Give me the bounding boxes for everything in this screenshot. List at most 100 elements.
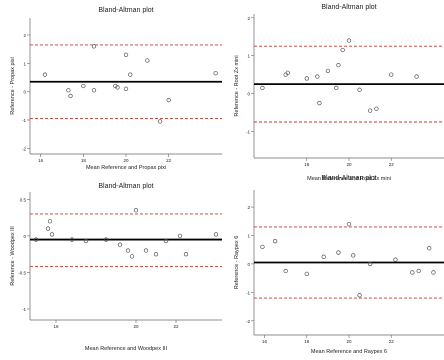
y-tick-label: 0 [247, 262, 250, 267]
data-point [83, 238, 89, 244]
data-point [213, 232, 219, 237]
chart-title: Bland-Altman plot [321, 4, 376, 11]
data-point [285, 70, 290, 75]
data-point [393, 257, 398, 262]
data-point [125, 248, 131, 253]
data-point [346, 38, 352, 43]
x-axis-label: Mean Reference and Woodpex III [85, 346, 168, 352]
data-point [317, 100, 322, 106]
chart-title: Bland-Altman plot [98, 183, 153, 190]
chart-panel-3: Bland-Altman plot -1 -0.5 0 0.5 16 20 22 Mean Re… [10, 183, 222, 352]
data-point [123, 86, 129, 91]
x-tick-label: 16 [38, 158, 44, 163]
y-tick-label: 0 [23, 90, 26, 95]
data-point [416, 268, 421, 274]
data-point [340, 47, 345, 53]
x-axis-label: Mean Reference and Raypex 6 [311, 349, 387, 355]
data-point [47, 219, 53, 224]
x-tick-label: 22 [173, 324, 179, 329]
data-point [91, 88, 97, 93]
y-tick-label: -1 [22, 307, 26, 312]
y-tick-label: -0.5 [18, 270, 26, 275]
x-tick-label: 18 [304, 339, 310, 344]
data-point [336, 63, 341, 68]
y-tick-label: 2 [247, 205, 250, 210]
y-tick-label: -2 [22, 146, 26, 151]
data-point [123, 52, 129, 57]
y-tick-label: -1 [22, 118, 26, 123]
y-tick-label: 0 [23, 234, 26, 239]
x-tick-label: 20 [346, 162, 352, 167]
data-point [304, 271, 309, 277]
y-axis-label: Reference - Root Zx mini [234, 55, 240, 116]
data-point [42, 72, 48, 77]
data-point [66, 88, 71, 93]
data-point [69, 237, 75, 242]
data-point [351, 253, 356, 258]
data-point [374, 106, 379, 111]
data-point [389, 72, 394, 77]
x-axis-label: Mean Reference and Propax pixi [86, 165, 166, 171]
y-tick-label: 1 [247, 233, 250, 238]
data-point [334, 85, 339, 91]
data-point [346, 221, 352, 227]
data-point [367, 261, 373, 267]
data-point [143, 248, 149, 253]
data-point [153, 252, 159, 257]
data-point [260, 85, 265, 91]
y-tick-label: 1 [23, 61, 26, 66]
data-point [45, 226, 51, 231]
data-point [325, 68, 331, 73]
x-tick-label: 20 [133, 324, 139, 329]
chart-title: Bland-Altman plot [98, 7, 153, 14]
data-point [33, 237, 39, 242]
data-point [163, 238, 169, 244]
x-tick-label: 22 [389, 339, 395, 344]
x-tick-label: 16 [53, 324, 59, 329]
y-tick-label: -1 [246, 129, 250, 134]
data-point [129, 254, 135, 259]
x-tick-label: 20 [346, 339, 352, 344]
x-tick-label: 18 [81, 158, 87, 163]
data-point [91, 44, 97, 49]
data-point [414, 74, 419, 79]
data-point [431, 270, 436, 275]
y-tick-label: 2 [23, 33, 26, 38]
y-tick-label: 2 [247, 16, 250, 21]
x-tick-label: 18 [304, 162, 310, 167]
data-point [115, 85, 120, 90]
x-axis-label: Mean Reference and Root Zx mini [307, 176, 391, 182]
y-tick-label: -1 [246, 290, 250, 295]
data-point [103, 237, 109, 242]
y-tick-label: 0.5 [20, 197, 27, 202]
data-point [336, 250, 341, 255]
data-point [49, 232, 55, 237]
chart-panel-2: Bland-Altman plot -1 0 1 2 18 20 22 Mean Referen… [234, 4, 444, 182]
data-point [166, 98, 171, 103]
x-tick-label: 22 [166, 158, 172, 163]
data-point [410, 270, 415, 275]
y-tick-label: 1 [247, 54, 250, 59]
data-point [427, 246, 432, 251]
data-point [367, 108, 373, 113]
data-point [304, 76, 309, 81]
y-axis-label: Reference - Raypex 6 [234, 236, 240, 290]
data-point [177, 233, 183, 239]
data-point [315, 74, 320, 79]
data-point [113, 83, 118, 89]
x-tick-label: 20 [123, 158, 129, 163]
data-point [81, 83, 86, 89]
chart-title: Bland-Altman plot [321, 175, 376, 182]
data-point [157, 119, 163, 124]
data-point [183, 252, 189, 257]
y-axis-label: Reference - Propax pixi [10, 57, 16, 114]
data-point [357, 293, 362, 298]
data-point [283, 268, 288, 274]
x-tick-label: 22 [389, 162, 395, 167]
y-tick-label: 0 [247, 92, 250, 97]
x-tick-label: 16 [262, 339, 268, 344]
data-point [68, 93, 73, 99]
